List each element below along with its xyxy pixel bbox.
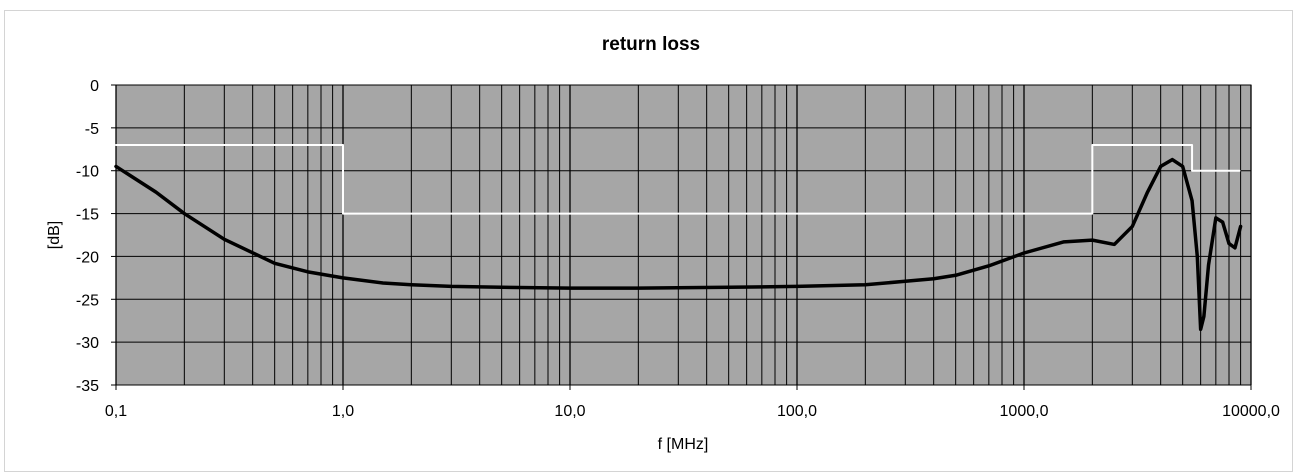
plot-area	[116, 85, 1251, 385]
x-tick-label: 1000,0	[1000, 403, 1049, 420]
y-tick-label: 0	[90, 78, 99, 95]
y-tick-label: -30	[76, 335, 99, 352]
x-tick-label: 0,1	[105, 403, 127, 420]
y-tick-label: -25	[76, 292, 99, 309]
y-tick-label: -35	[76, 378, 99, 395]
return-loss-curve	[114, 157, 1243, 332]
x-tick-label: 100,0	[777, 403, 817, 420]
plot-border	[115, 84, 1252, 386]
x-tick-label: 10,0	[554, 403, 585, 420]
x-tick-label: 1,0	[332, 403, 354, 420]
y-tick-label: -10	[76, 164, 99, 181]
x-axis-label: f [MHz]	[658, 436, 709, 453]
return-loss-chart: return loss 0,1 1,0 10,0 100,0 1000,0 10000,0…	[46, 34, 1280, 453]
y-tick-label: -5	[85, 121, 99, 138]
y-tick-label: -15	[76, 207, 99, 224]
chart-title: return loss	[602, 34, 700, 55]
y-tick-label: -20	[76, 249, 99, 266]
chart-frame: return loss 0,1 1,0 10,0 100,0 1000,0 10000,0…	[4, 10, 1293, 472]
x-tick-label: 10000,0	[1222, 403, 1280, 420]
limit-line	[115, 144, 1241, 215]
y-axis-label: [dB]	[46, 221, 63, 249]
